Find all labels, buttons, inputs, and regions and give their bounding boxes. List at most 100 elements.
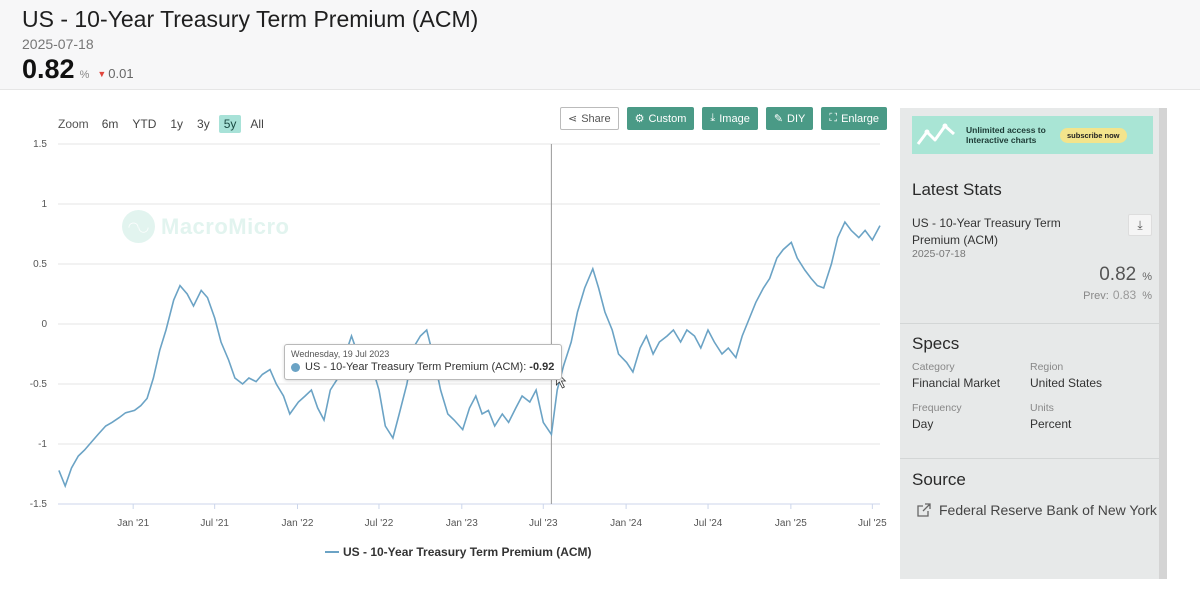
tooltip-series-name: US - 10-Year Treasury Term Premium (ACM)… — [305, 361, 527, 373]
stat-value-row: 0.82 % — [1099, 264, 1152, 286]
latest-change: ▼ 0.01 — [97, 66, 133, 81]
gear-icon: ⚙ — [634, 113, 645, 125]
latest-value: 0.82 — [22, 54, 75, 84]
line-chart[interactable]: 1.5 1 0.5 0 -0.5 -1 -1.5 Jan '21 Jul '21 Jan '22… — [0, 130, 890, 535]
x-tick-label: Jan '22 — [282, 518, 314, 529]
source-link[interactable]: Federal Reserve Bank of New York — [917, 502, 1157, 518]
y-tick-label: 0.5 — [33, 259, 47, 270]
units-label: Units — [1030, 402, 1054, 414]
tooltip-series-dot — [291, 362, 300, 372]
custom-button[interactable]: ⚙ Custom — [626, 107, 695, 130]
watermark-text: MacroMicro — [161, 213, 290, 239]
zoom-all-button[interactable]: All — [250, 117, 264, 131]
zoom-6m-button[interactable]: 6m — [101, 117, 119, 131]
page-title: US - 10-Year Treasury Term Premium (ACM) — [22, 6, 479, 32]
latest-value-row: 0.82 % ▼ 0.01 — [22, 54, 134, 85]
x-tick-label: Jul '25 — [858, 518, 887, 529]
y-axis-ticks: 1.5 1 0.5 0 -0.5 -1 -1.5 — [30, 139, 48, 510]
y-tick-label: -1.5 — [30, 499, 48, 510]
pencil-icon: ✎ — [773, 113, 784, 125]
y-tick-label: -1 — [38, 439, 47, 450]
custom-label: Custom — [648, 112, 687, 125]
page-header: US - 10-Year Treasury Term Premium (ACM)… — [0, 0, 1200, 90]
change-value: 0.01 — [108, 66, 134, 81]
source-title: Source — [912, 470, 966, 489]
sidebar-scrollbar[interactable] — [1159, 108, 1167, 579]
y-tick-label: 0 — [41, 319, 47, 330]
watermark: ◠◡ MacroMicro — [122, 210, 289, 243]
image-label: Image — [719, 112, 750, 125]
diy-label: DIY — [787, 112, 806, 125]
zoom-ytd-button[interactable]: YTD — [132, 117, 157, 131]
x-tick-label: Jul '22 — [365, 518, 394, 529]
subscribe-ad-banner[interactable]: Unlimited access to Interactive charts s… — [912, 116, 1153, 154]
source-name: Federal Reserve Bank of New York — [939, 502, 1157, 518]
x-tick-label: Jul '23 — [529, 518, 558, 529]
expand-icon: ⛶ — [829, 112, 838, 124]
x-tick-label: Jan '23 — [446, 518, 478, 529]
specs-title: Specs — [912, 334, 960, 353]
y-tick-label: -0.5 — [30, 379, 48, 390]
sidebar: Unlimited access to Interactive charts s… — [900, 108, 1167, 579]
stat-prev-row: Prev: 0.83 % — [1083, 288, 1152, 302]
legend-swatch — [325, 551, 339, 553]
frequency-value: Day — [912, 417, 934, 431]
x-axis-ticks: Jan '21 Jul '21 Jan '22 Jul '22 Jan '23 Jul '… — [58, 503, 887, 529]
y-tick-label: 1.5 — [33, 139, 47, 150]
y-tick-label: 1 — [41, 199, 47, 210]
zoom-3y-button[interactable]: 3y — [197, 117, 210, 131]
prev-label: Prev: — [1083, 290, 1109, 302]
share-label: Share — [581, 112, 611, 125]
region-label: Region — [1030, 361, 1064, 373]
tooltip-row: US - 10-Year Treasury Term Premium (ACM)… — [291, 361, 554, 373]
zoom-label: Zoom — [58, 117, 89, 131]
diy-button[interactable]: ✎ DIY — [765, 107, 814, 130]
frequency-label: Frequency — [912, 402, 962, 414]
latest-stats-title: Latest Stats — [912, 180, 1002, 199]
x-tick-label: Jan '24 — [610, 518, 642, 529]
external-link-icon — [917, 503, 931, 517]
grid-lines — [58, 143, 880, 505]
subscribe-now-button[interactable]: subscribe now — [1060, 127, 1127, 143]
stat-value: 0.82 — [1099, 264, 1137, 285]
zoom-1y-button[interactable]: 1y — [170, 117, 184, 131]
x-tick-label: Jul '21 — [200, 518, 229, 529]
divider — [900, 458, 1159, 459]
zoom-selector: Zoom 6m YTD 1y 3y 5y All — [58, 115, 273, 133]
legend-label: US - 10-Year Treasury Term Premium (ACM) — [343, 545, 592, 559]
units-value: Percent — [1030, 417, 1072, 431]
series-line[interactable] — [58, 220, 881, 489]
divider — [900, 323, 1159, 324]
category-value: Financial Market — [912, 376, 1001, 390]
enlarge-label: Enlarge — [841, 112, 879, 125]
down-arrow-icon: ▼ — [97, 69, 107, 79]
prev-value: 0.83 — [1112, 288, 1137, 302]
share-button[interactable]: ⋖ Share — [560, 107, 619, 130]
x-tick-label: Jan '25 — [775, 518, 807, 529]
ad-text: Unlimited access to Interactive charts — [966, 125, 1046, 145]
category-label: Category — [912, 361, 955, 373]
image-button[interactable]: ⤓ Image — [702, 107, 758, 130]
stat-unit: % — [1142, 271, 1152, 283]
tooltip-date: Wednesday, 19 Jul 2023 — [291, 349, 390, 359]
x-tick-label: Jul '24 — [694, 518, 723, 529]
macromicro-logo-icon: ◠◡ — [122, 210, 155, 243]
chart-toolbar: ⋖ Share ⚙ Custom ⤓ Image ✎ DIY ⛶ Enlarge — [552, 107, 887, 130]
tooltip-value: -0.92 — [529, 361, 555, 373]
chart-tooltip: Wednesday, 19 Jul 2023 US - 10-Year Trea… — [284, 344, 563, 380]
download-icon: ⤓ — [1137, 217, 1143, 232]
download-button[interactable]: ⤓ — [1128, 214, 1152, 236]
chart-trend-icon — [916, 123, 955, 145]
latest-unit: % — [79, 69, 90, 81]
share-icon: ⋖ — [568, 113, 578, 125]
region-value: United States — [1030, 376, 1103, 390]
x-tick-label: Jan '21 — [117, 518, 149, 529]
download-icon: ⤓ — [710, 112, 716, 124]
zoom-5y-button[interactable]: 5y — [218, 115, 242, 133]
enlarge-button[interactable]: ⛶ Enlarge — [821, 107, 887, 130]
stat-series-name: US - 10-Year Treasury Term Premium (ACM) — [912, 216, 1061, 247]
page-date: 2025-07-18 — [22, 36, 94, 52]
stat-date: 2025-07-18 — [912, 248, 966, 260]
chart-legend[interactable]: US - 10-Year Treasury Term Premium (ACM) — [325, 545, 592, 559]
prev-unit: % — [1142, 290, 1152, 302]
